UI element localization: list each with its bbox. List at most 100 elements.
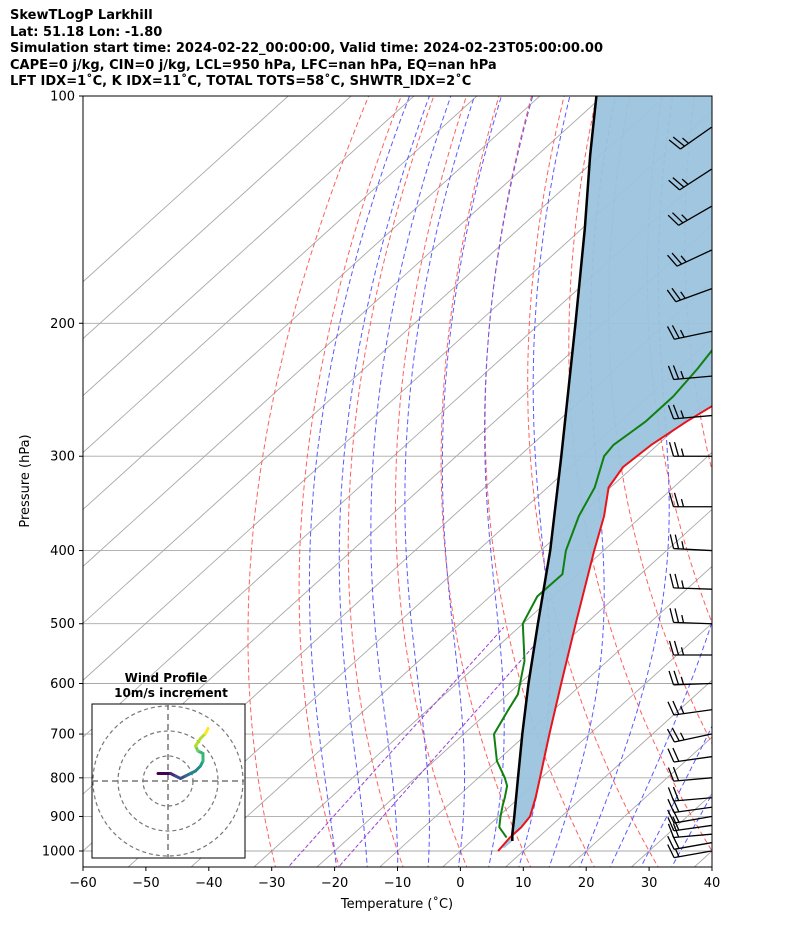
wind-barb-feather [672, 177, 685, 188]
mixing-ratio-line [287, 626, 505, 867]
x-tick-label: −30 [258, 876, 285, 891]
wind-barb-feather [667, 817, 675, 831]
wind-barb-staff [673, 756, 712, 763]
wind-barb-staff [673, 815, 712, 824]
x-axis-label: Temperature (˚C) [340, 896, 453, 912]
isotherm-line [83, 96, 541, 511]
wind-barb-staff [673, 547, 712, 552]
dry-adiabat-line [395, 96, 468, 867]
wind-barb-feather [667, 365, 675, 380]
wind-barb-half-feather [681, 541, 685, 550]
dry-adiabat-line [757, 82, 794, 870]
dry-adiabat-line [347, 96, 435, 867]
wind-barb-feather [668, 670, 675, 686]
wind-barb [667, 205, 712, 226]
wind-barb-staff [675, 288, 712, 303]
wind-barb-feather [667, 809, 675, 824]
wind-barb-feather [668, 442, 675, 457]
hodograph-subtitle: 10m/s increment [114, 686, 228, 700]
dry-adiabat-line [721, 82, 794, 870]
wind-barbs [666, 126, 712, 859]
wind-barb-feather [667, 767, 675, 782]
wind-barb-feather [667, 835, 675, 850]
wind-barb [669, 608, 712, 625]
wind-barb-staff [673, 824, 712, 832]
isotherm-line [442, 622, 712, 867]
wind-barb-feather [668, 492, 675, 507]
wind-barb-feather [674, 573, 680, 589]
wind-barb-feather [671, 727, 680, 742]
y-tick-label: 300 [50, 450, 75, 465]
wind-barb-feather [672, 136, 685, 147]
x-tick-label: 10 [515, 876, 532, 891]
wind-barb-half-feather [680, 498, 685, 507]
wind-barb [667, 844, 712, 859]
x-tick-label: −40 [195, 876, 222, 891]
x-tick-label: −50 [132, 876, 159, 891]
wind-barb [669, 534, 712, 552]
wind-barb-feather [667, 823, 675, 838]
wind-barb-staff [679, 168, 712, 191]
wind-barb [668, 640, 712, 656]
wind-barb-half-feather [680, 647, 685, 656]
wind-barb-feather [668, 139, 681, 150]
wind-barb-half-feather [679, 732, 685, 741]
profile-lines [493, 96, 712, 852]
wind-barb-half-feather [680, 370, 685, 379]
wind-barb [668, 126, 712, 150]
hodograph-segment [194, 737, 202, 748]
wind-barb-half-feather [680, 255, 687, 263]
wind-barb-staff [679, 126, 712, 150]
y-tick-label: 800 [50, 771, 75, 786]
isotherm-line [253, 451, 712, 867]
wind-barb-feather [673, 670, 680, 685]
wind-barb-feather [667, 787, 675, 802]
plot-axes: −60 −50 −40 −30 −20 −10 0 10 20 30 40 100 200 300 400 5… [42, 90, 720, 892]
isotherm-line [316, 508, 712, 867]
wind-barb-feather [672, 700, 680, 715]
wind-barb-staff [673, 842, 712, 850]
wind-barb-feather [667, 214, 680, 226]
wind-barb [668, 670, 712, 686]
dry-adiabat-line [608, 96, 712, 745]
chart-header: SkewTLogP Larkhill Lat: 51.18 Lon: -1.80… [10, 8, 603, 91]
wind-barb-feather [673, 442, 680, 457]
wind-barb [667, 786, 712, 802]
wind-barb-staff [673, 414, 712, 420]
wind-barb-half-feather [680, 706, 685, 714]
wind-barb-half-feather [680, 410, 685, 419]
wind-barb-half-feather [680, 291, 686, 299]
wind-barb-feather [671, 325, 680, 339]
wind-barb-half-feather [680, 448, 685, 457]
wind-barb [666, 727, 712, 743]
moist-adiabat-line [609, 620, 712, 867]
moist-adiabat-line [370, 96, 452, 867]
wind-barb-staff [674, 733, 712, 743]
x-tick-label: −60 [69, 876, 96, 891]
y-tick-label: 200 [50, 317, 75, 332]
wind-barb-feather [672, 212, 684, 224]
wind-barb-staff [673, 587, 712, 590]
moist-adiabat-line [308, 96, 411, 867]
wind-barb-feather [672, 747, 680, 762]
moist-adiabat-line [338, 96, 430, 867]
wind-barb-feather [673, 492, 680, 507]
wind-barb-feather [667, 405, 675, 420]
y-tick-label: 500 [50, 617, 75, 632]
wind-barb-feather [666, 728, 675, 743]
wind-barb-feather [667, 701, 675, 716]
x-tick-label: −10 [384, 876, 411, 891]
isotherm-line [83, 96, 667, 624]
wind-barb [667, 747, 712, 763]
cape-cin-shading [501, 96, 712, 848]
wind-barb-staff [674, 330, 712, 340]
wind-barb-feather [671, 287, 682, 301]
isotherm-line [190, 394, 712, 867]
wind-barb-staff [673, 621, 712, 625]
wind-barb [668, 492, 712, 508]
wind-barb-feather [671, 252, 683, 265]
isotherm-line [754, 79, 794, 870]
moist-adiabat-line [484, 96, 534, 867]
wind-barb [668, 442, 712, 457]
dry-adiabat-line [247, 96, 370, 867]
